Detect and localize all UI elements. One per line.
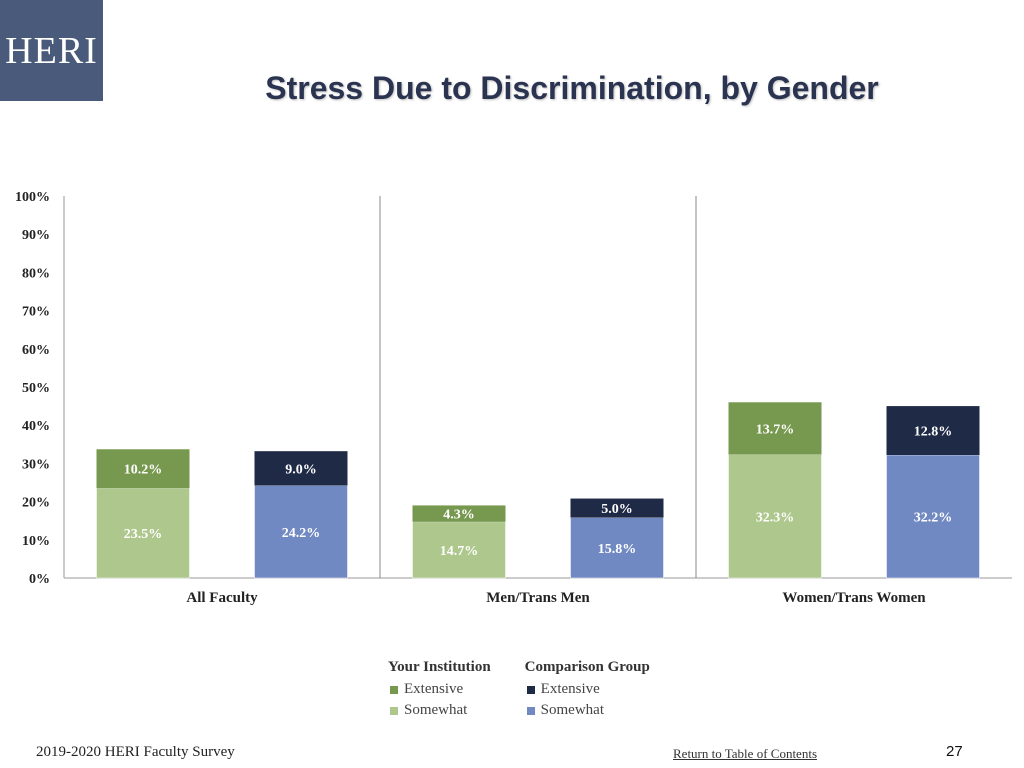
data-label-extensive: 10.2%	[124, 463, 163, 478]
x-group-label: All Faculty	[186, 590, 258, 606]
stacked-bar-chart: 0% 10% 20% 30% 40% 50% 60% 70% 80% 90% 100% All Fac…	[15, 190, 1012, 606]
bar-somewhat	[96, 487, 190, 579]
legend-label: Somewhat	[404, 702, 468, 718]
y-tick-label: 80%	[22, 266, 50, 281]
legend-comparison: Comparison Group Extensive Somewhat	[525, 659, 650, 721]
y-tick-label: 60%	[22, 343, 50, 358]
y-tick-label: 90%	[22, 228, 50, 243]
data-label-somewhat: 32.2%	[914, 510, 953, 525]
bar-somewhat	[570, 517, 664, 579]
bar-somewhat	[412, 521, 506, 579]
y-tick-label: 70%	[22, 305, 50, 320]
data-label-extensive: 12.8%	[914, 425, 953, 440]
data-label-extensive: 13.7%	[756, 422, 795, 437]
bar-extensive	[728, 402, 822, 455]
data-label-extensive: 5.0%	[601, 502, 633, 517]
legend-swatch-institution-extensive	[390, 685, 398, 694]
bar-somewhat	[886, 454, 980, 579]
legend-swatch-institution-somewhat	[390, 706, 398, 715]
x-group-label: Women/Trans Women	[782, 590, 926, 606]
legend-comparison-title: Comparison Group	[524, 659, 650, 675]
page-title: Stress Due to Discrimination, by Gender	[265, 70, 879, 106]
page-number: 27	[946, 743, 963, 760]
legend-swatch-comparison-extensive	[526, 685, 535, 694]
legend-label: Extensive	[404, 681, 464, 697]
bar-extensive	[886, 406, 980, 455]
data-label-somewhat: 14.7%	[440, 544, 479, 559]
y-tick-label: 30%	[22, 457, 50, 472]
y-tick-label: 10%	[22, 534, 50, 549]
data-label-somewhat: 32.3%	[756, 510, 795, 525]
return-to-toc-link[interactable]: Return to Table of Contents	[673, 746, 817, 761]
y-tick-label: 100%	[15, 190, 50, 205]
chart-legend: Your Institution Extensive Somewhat Comp…	[388, 659, 650, 721]
legend-institution-somewhat: Somewhat	[388, 700, 491, 721]
data-label-somewhat: 15.8%	[598, 542, 637, 557]
logo-text: HERI	[5, 29, 98, 72]
data-label-extensive: 9.0%	[285, 462, 317, 477]
bar-somewhat	[254, 485, 348, 579]
legend-institution: Your Institution Extensive Somewhat	[388, 659, 491, 721]
legend-label: Somewhat	[540, 702, 604, 718]
bar-extensive	[412, 505, 506, 522]
data-label-extensive: 4.3%	[443, 508, 475, 523]
bar-extensive	[254, 451, 348, 486]
bar-extensive	[570, 498, 664, 518]
bar-somewhat	[728, 454, 822, 579]
y-tick-label: 20%	[22, 496, 50, 511]
legend-institution-title: Your Institution	[388, 659, 491, 675]
y-tick-label: 0%	[29, 572, 50, 587]
survey-footer: 2019-2020 HERI Faculty Survey	[36, 744, 235, 760]
heri-logo: HERI	[0, 0, 103, 101]
y-tick-label: 40%	[22, 419, 50, 434]
x-group-label: Men/Trans Men	[486, 590, 590, 606]
y-tick-label: 50%	[22, 381, 50, 396]
data-label-somewhat: 24.2%	[282, 526, 321, 541]
legend-institution-extensive: Extensive	[388, 679, 491, 700]
bar-extensive	[96, 449, 190, 489]
legend-comparison-extensive: Extensive	[525, 679, 650, 700]
legend-comparison-somewhat: Somewhat	[525, 700, 650, 721]
data-label-somewhat: 23.5%	[124, 527, 163, 542]
legend-swatch-comparison-somewhat	[526, 706, 535, 715]
legend-label: Extensive	[540, 681, 600, 697]
